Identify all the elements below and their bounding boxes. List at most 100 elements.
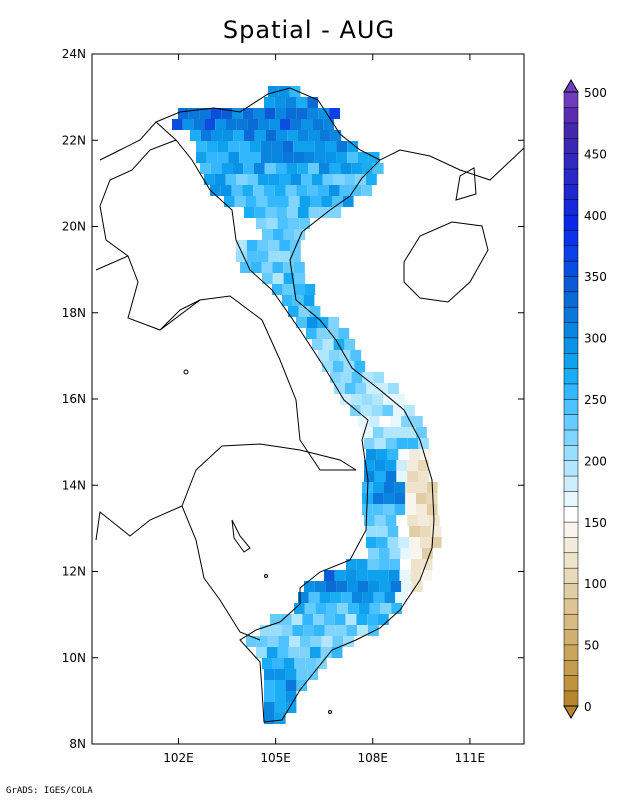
rain-cell xyxy=(412,416,423,427)
rain-cell xyxy=(266,218,278,229)
rain-cell xyxy=(319,207,331,218)
rain-cell xyxy=(351,372,363,383)
lat-tick-label: 12N xyxy=(62,565,86,579)
lat-tick-label: 20N xyxy=(62,220,86,234)
rain-cell xyxy=(366,537,377,548)
rain-cell xyxy=(312,119,324,130)
colorbar-tick-label: 50 xyxy=(584,639,599,653)
colorbar-segment xyxy=(563,352,579,369)
rain-cell xyxy=(287,130,298,141)
rain-cell xyxy=(272,229,284,240)
rain-cell xyxy=(293,152,304,163)
rain-cell xyxy=(288,218,300,229)
rain-cell xyxy=(268,86,279,97)
rain-cell xyxy=(418,438,429,449)
rain-cell xyxy=(232,108,243,119)
rain-cell xyxy=(298,130,309,141)
rain-cell xyxy=(265,130,277,141)
rain-cell xyxy=(262,273,273,284)
rain-cell xyxy=(358,603,370,614)
colorbar-segment xyxy=(563,245,579,262)
rain-cell xyxy=(296,97,308,108)
rain-cell xyxy=(258,119,270,130)
rain-cell xyxy=(398,449,410,460)
rain-cell xyxy=(354,361,366,372)
colorbar-segment xyxy=(563,322,579,339)
rain-cell xyxy=(416,427,427,438)
colorbar-segment xyxy=(563,536,579,554)
rain-cell xyxy=(322,361,333,372)
rain-cell xyxy=(269,119,280,130)
rain-cell xyxy=(407,471,418,482)
rain-cell xyxy=(287,207,298,218)
rain-cell xyxy=(372,504,384,515)
rain-cell xyxy=(232,163,244,174)
rain-cell xyxy=(332,636,344,647)
rain-cell xyxy=(347,152,358,163)
colorbar-segment xyxy=(563,429,579,446)
rain-cell xyxy=(256,647,267,658)
rain-cell xyxy=(193,119,205,130)
rain-cell xyxy=(268,174,280,185)
rain-cell xyxy=(182,119,194,130)
rain-cell xyxy=(367,559,379,570)
rain-cell xyxy=(319,592,331,603)
rain-cell xyxy=(377,383,388,394)
rain-cell xyxy=(371,405,383,416)
rain-cell xyxy=(190,130,201,141)
rain-cell xyxy=(317,317,329,328)
rain-cell xyxy=(387,537,399,548)
rain-cell xyxy=(369,603,381,614)
rain-cell xyxy=(366,526,377,537)
border-laos xyxy=(99,139,356,471)
rain-cell xyxy=(416,482,427,493)
rain-cell xyxy=(350,405,361,416)
rain-cell xyxy=(372,394,384,405)
rain-cell xyxy=(290,119,302,130)
colorbar-segment xyxy=(563,644,579,661)
rain-cell xyxy=(366,383,378,394)
rain-cell xyxy=(334,570,346,581)
rain-cell xyxy=(306,317,318,328)
rain-cell xyxy=(409,449,420,460)
colorbar-segment xyxy=(563,475,579,492)
rain-cell xyxy=(270,614,281,625)
colorbar-segment xyxy=(563,629,579,646)
rain-cell xyxy=(274,702,286,713)
colorbar-tick-label: 500 xyxy=(584,86,607,100)
rain-cell xyxy=(407,515,418,526)
lon-tick-label: 102E xyxy=(163,751,194,765)
rain-cell xyxy=(215,119,226,130)
rain-cell xyxy=(261,262,273,273)
rain-cell xyxy=(210,185,221,196)
rain-cell xyxy=(294,603,305,614)
colorbar-segment xyxy=(563,122,579,139)
rain-cell xyxy=(253,108,265,119)
rain-cell xyxy=(221,108,232,119)
rain-cell xyxy=(340,372,352,383)
rain-cell xyxy=(401,581,412,592)
rain-cell xyxy=(285,185,297,196)
lat-tick-label: 22N xyxy=(62,133,86,147)
rain-cell xyxy=(332,361,344,372)
rain-cell xyxy=(300,636,311,647)
rain-cell xyxy=(342,196,354,207)
lat-tick-label: 16N xyxy=(62,392,86,406)
rain-cell xyxy=(357,625,368,636)
rain-cell xyxy=(288,647,300,658)
rain-cell xyxy=(290,240,301,251)
rain-cell xyxy=(366,449,377,460)
coastlines xyxy=(95,87,525,723)
rain-cell xyxy=(368,416,380,427)
rain-cell xyxy=(330,207,342,218)
colorbar-tick-label: 450 xyxy=(584,147,607,161)
rain-cell xyxy=(236,251,247,262)
rain-cell xyxy=(303,625,314,636)
rain-cell xyxy=(350,185,362,196)
rain-cell xyxy=(298,592,309,603)
rain-cell xyxy=(364,471,375,482)
rain-cell xyxy=(246,251,258,262)
rain-cell xyxy=(279,240,290,251)
colorbar-segment xyxy=(563,552,579,569)
rain-cell xyxy=(411,548,422,559)
